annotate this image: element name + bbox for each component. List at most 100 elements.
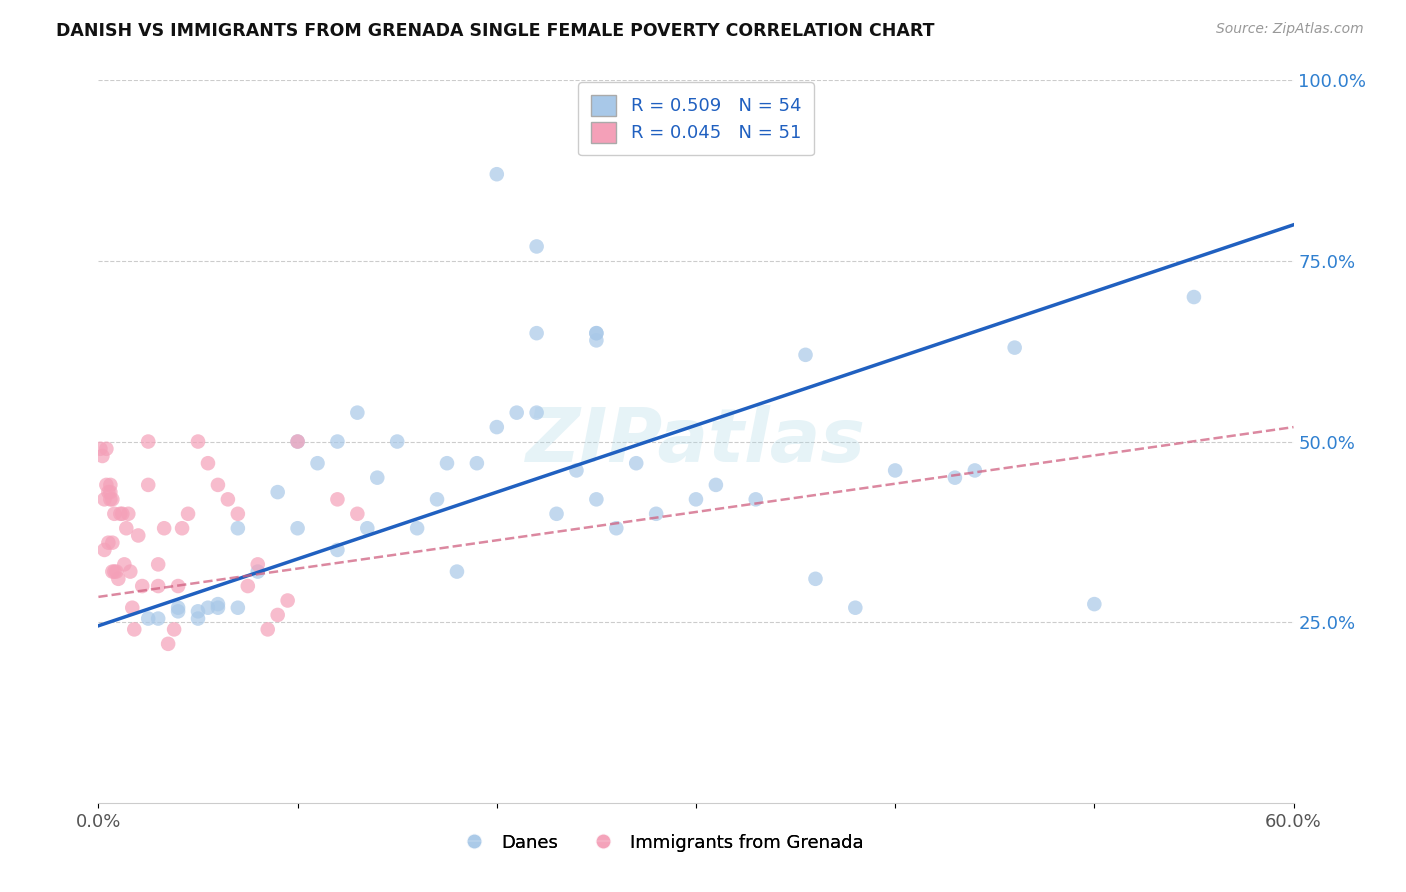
- Point: [153, 521, 176, 535]
- Point: [127, 528, 149, 542]
- Point: [385, 434, 409, 449]
- Point: [326, 542, 349, 557]
- Point: [226, 521, 249, 535]
- Point: [96, 478, 118, 492]
- Point: [124, 623, 146, 637]
- Point: [217, 492, 239, 507]
- Point: [963, 463, 986, 477]
- Point: [96, 442, 118, 456]
- Point: [207, 597, 229, 611]
- Point: [105, 565, 128, 579]
- Point: [605, 521, 627, 535]
- Point: [103, 507, 125, 521]
- Point: [197, 600, 219, 615]
- Point: [794, 348, 817, 362]
- Point: [246, 565, 269, 579]
- Point: [585, 326, 607, 340]
- Point: [685, 492, 707, 507]
- Point: [207, 600, 229, 615]
- Point: [804, 572, 827, 586]
- Point: [101, 535, 124, 549]
- Point: [226, 600, 249, 615]
- Point: [157, 637, 180, 651]
- Point: [277, 593, 299, 607]
- Text: Source: ZipAtlas.com: Source: ZipAtlas.com: [1216, 22, 1364, 37]
- Point: [120, 565, 142, 579]
- Point: [148, 558, 170, 572]
- Point: [246, 558, 269, 572]
- Point: [1182, 290, 1205, 304]
- Point: [267, 607, 290, 622]
- Point: [346, 406, 368, 420]
- Point: [326, 492, 349, 507]
- Point: [101, 492, 124, 507]
- Point: [97, 485, 120, 500]
- Point: [585, 334, 607, 348]
- Point: [526, 406, 548, 420]
- Point: [526, 239, 548, 253]
- Point: [943, 470, 966, 484]
- Point: [107, 572, 129, 586]
- Point: [267, 485, 290, 500]
- Point: [97, 535, 120, 549]
- Point: [426, 492, 449, 507]
- Point: [546, 507, 568, 521]
- Point: [91, 449, 114, 463]
- Point: [585, 492, 607, 507]
- Point: [485, 420, 508, 434]
- Point: [148, 611, 170, 625]
- Point: [346, 507, 368, 521]
- Point: [745, 492, 768, 507]
- Text: DANISH VS IMMIGRANTS FROM GRENADA SINGLE FEMALE POVERTY CORRELATION CHART: DANISH VS IMMIGRANTS FROM GRENADA SINGLE…: [56, 22, 935, 40]
- Point: [167, 604, 190, 618]
- Point: [187, 611, 209, 625]
- Point: [163, 623, 186, 637]
- Point: [93, 492, 115, 507]
- Point: [98, 485, 122, 500]
- Point: [121, 600, 143, 615]
- Point: [136, 478, 159, 492]
- Point: [406, 521, 429, 535]
- Point: [884, 463, 907, 477]
- Point: [436, 456, 458, 470]
- Point: [307, 456, 329, 470]
- Point: [287, 434, 309, 449]
- Point: [236, 579, 259, 593]
- Point: [704, 478, 727, 492]
- Point: [148, 579, 170, 593]
- Point: [101, 565, 124, 579]
- Point: [565, 463, 588, 477]
- Point: [326, 434, 349, 449]
- Point: [136, 611, 159, 625]
- Point: [98, 492, 122, 507]
- Point: [1004, 341, 1026, 355]
- Point: [446, 565, 468, 579]
- Point: [93, 542, 115, 557]
- Point: [103, 565, 125, 579]
- Point: [136, 434, 159, 449]
- Point: [526, 326, 548, 340]
- Point: [287, 521, 309, 535]
- Point: [110, 507, 132, 521]
- Point: [187, 604, 209, 618]
- Point: [485, 167, 508, 181]
- Point: [645, 507, 668, 521]
- Point: [117, 507, 139, 521]
- Point: [177, 507, 200, 521]
- Text: ZIPatlas: ZIPatlas: [526, 405, 866, 478]
- Point: [506, 406, 529, 420]
- Point: [226, 507, 249, 521]
- Point: [287, 434, 309, 449]
- Point: [626, 456, 648, 470]
- Point: [356, 521, 378, 535]
- Point: [256, 623, 278, 637]
- Point: [112, 558, 135, 572]
- Point: [366, 470, 388, 484]
- Point: [167, 579, 190, 593]
- Point: [585, 326, 607, 340]
- Point: [167, 600, 190, 615]
- Point: [187, 434, 209, 449]
- Point: [197, 456, 219, 470]
- Point: [89, 442, 111, 456]
- Point: [465, 456, 488, 470]
